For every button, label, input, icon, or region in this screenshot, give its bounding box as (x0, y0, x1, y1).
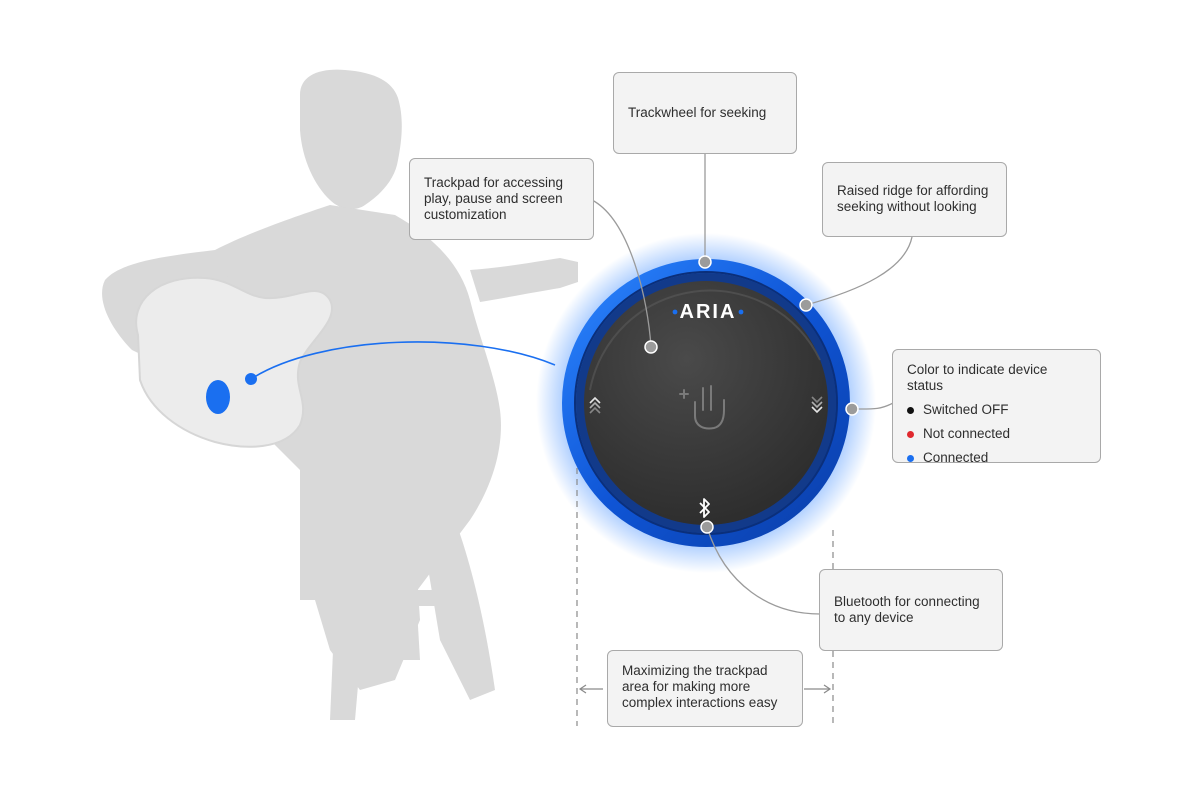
chevron-down-icon (811, 396, 823, 414)
brand-dot-right (738, 309, 744, 315)
status-item-connected: Connected (907, 450, 1086, 466)
status-item-label: Connected (923, 450, 989, 465)
status-callout: Color to indicate device status Switched… (892, 349, 1101, 466)
ridge-callout: Raised ridge for affording seeking witho… (822, 162, 1007, 237)
maximize-callout: Maximizing the trackpad area for making … (607, 650, 803, 727)
status-item-not-connected: Not connected (907, 426, 1086, 442)
off-dot (907, 406, 914, 414)
status-title: Color to indicate device status (907, 362, 1048, 393)
trackpad-callout: Trackpad for accessing play, pause and s… (409, 158, 594, 240)
leader-lines (591, 154, 913, 615)
not-connected-dot (907, 430, 914, 438)
brand-label: ARIA (680, 301, 737, 323)
status-item-label: Switched OFF (923, 402, 1009, 417)
maximize-text: Maximizing the trackpad area for making … (622, 663, 778, 710)
connected-dot (907, 454, 914, 462)
chevron-up-icon (589, 396, 601, 414)
trackpad-text: Trackpad for accessing play, pause and s… (424, 175, 564, 222)
guitar (135, 276, 556, 448)
bluetooth-callout: Bluetooth for connecting to any device (819, 569, 1003, 651)
bluetooth-text: Bluetooth for connecting to any device (834, 594, 980, 625)
status-item-off: Switched OFF (907, 402, 1086, 418)
trackpad-face (584, 281, 828, 525)
aria-device: ARIA (536, 233, 876, 573)
trackwheel-text: Trackwheel for seeking (628, 105, 767, 120)
dimension-guides (576, 468, 834, 726)
touch-gesture-icon (679, 385, 725, 430)
ridge-text: Raised ridge for affording seeking witho… (837, 183, 989, 214)
status-item-label: Not connected (923, 426, 1011, 441)
aria-device-location-marker (206, 380, 230, 414)
bluetooth-icon (699, 498, 710, 518)
trackwheel-callout: Trackwheel for seeking (613, 72, 797, 154)
brand-dot-left (672, 309, 678, 315)
leader-dots (644, 255, 859, 534)
